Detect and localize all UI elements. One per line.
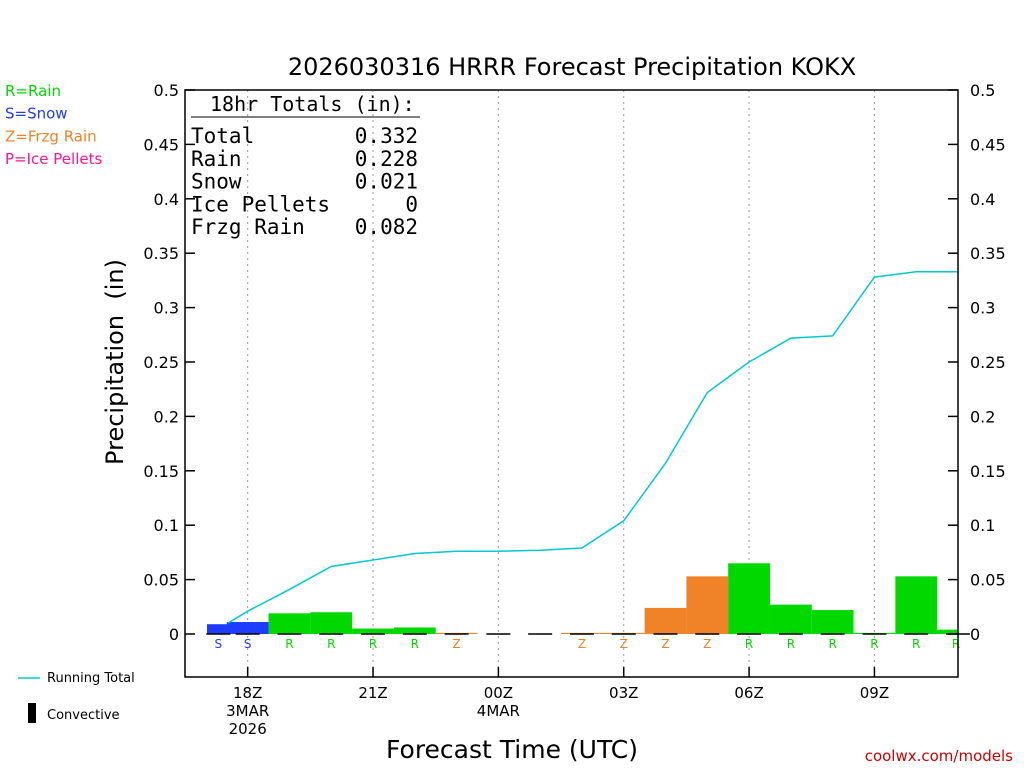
totals-box: 18hr Totals (in): Total 0.332 Rain 0.228 Sno… bbox=[191, 92, 420, 239]
precip-bar bbox=[393, 627, 436, 634]
totals-value: 0.228 bbox=[355, 147, 418, 171]
x-tick-label: 4MAR bbox=[477, 702, 520, 720]
y-tick-label: 0.05 bbox=[143, 571, 179, 590]
y-tick-label: 0 bbox=[970, 625, 980, 644]
y-tick-label: 0.2 bbox=[970, 407, 995, 426]
legend-entry: P=Ice Pellets bbox=[5, 150, 102, 168]
x-tick-label: 3MAR bbox=[226, 702, 269, 720]
totals-label: Rain bbox=[191, 147, 242, 171]
precip-bar bbox=[895, 576, 938, 634]
totals-label: Snow bbox=[191, 170, 242, 194]
totals-value: 0.082 bbox=[355, 215, 418, 239]
precip-bar bbox=[811, 610, 854, 634]
precip-type-code: R bbox=[828, 637, 836, 651]
legend-entry: S=Snow bbox=[5, 105, 68, 123]
chart-title: 2026030316 HRRR Forecast Precipitation K… bbox=[288, 53, 856, 81]
precip-bar bbox=[310, 612, 353, 634]
precip-bar bbox=[207, 624, 240, 634]
precip-type-code: R bbox=[870, 637, 878, 651]
running-total-line bbox=[227, 270, 958, 624]
totals-label: Total bbox=[191, 124, 254, 148]
x-tick-label: 03Z bbox=[609, 684, 638, 702]
precip-bar bbox=[769, 604, 812, 634]
x-tick-label: 2026 bbox=[229, 720, 267, 738]
y-tick-label: 0 bbox=[169, 625, 179, 644]
y-tick-label: 0.1 bbox=[154, 516, 179, 535]
precip-bar bbox=[937, 629, 958, 634]
gridlines bbox=[247, 90, 875, 677]
y-axis-left: 0 0.05 0.1 0.15 0.2 0.25 0.3 0.35 0.4 0.45 0.5 bbox=[143, 81, 195, 644]
totals-value: 0.021 bbox=[355, 170, 418, 194]
y-tick-label: 0.15 bbox=[143, 462, 179, 481]
y-tick-label: 0.4 bbox=[970, 190, 995, 209]
y-tick-label: 0.5 bbox=[154, 81, 179, 100]
totals-label: Ice Pellets bbox=[191, 192, 330, 216]
bars-layer bbox=[207, 563, 958, 634]
y-tick-label: 0.3 bbox=[154, 299, 179, 318]
precip-type-code: Z bbox=[620, 637, 628, 651]
y-tick-label: 0.25 bbox=[143, 353, 179, 372]
totals-value: 0 bbox=[405, 192, 418, 216]
precip-type-code: R bbox=[285, 637, 293, 651]
y-tick-label: 0.1 bbox=[970, 516, 995, 535]
precip-type-legend: R=Rain S=Snow Z=Frzg Rain P=Ice Pellets bbox=[5, 82, 102, 168]
precip-bar bbox=[226, 622, 269, 634]
y-tick-label: 0.25 bbox=[970, 353, 1006, 372]
precip-bar bbox=[268, 613, 311, 634]
precip-bar bbox=[728, 563, 770, 634]
precip-type-code: S bbox=[244, 637, 252, 651]
precip-type-code: R bbox=[369, 637, 377, 651]
x-tick-label: 09Z bbox=[860, 684, 889, 702]
precip-type-code: R bbox=[411, 637, 419, 651]
totals-header: 18hr Totals (in): bbox=[210, 92, 415, 116]
x-tick-label: 18Z bbox=[233, 684, 262, 702]
y-axis-title: Precipitation (in) bbox=[101, 259, 129, 465]
x-tick-label: 21Z bbox=[358, 684, 387, 702]
y-tick-label: 0.15 bbox=[970, 462, 1006, 481]
precip-type-code: R bbox=[327, 637, 335, 651]
precip-type-code: Z bbox=[452, 637, 460, 651]
precip-bar bbox=[686, 576, 729, 634]
totals-label: Frzg Rain bbox=[191, 215, 305, 239]
precip-type-code: R bbox=[787, 637, 795, 651]
y-tick-label: 0.2 bbox=[154, 407, 179, 426]
precip-type-code: R bbox=[952, 637, 960, 651]
precip-type-code: R bbox=[912, 637, 920, 651]
legend-entry: Z=Frzg Rain bbox=[5, 127, 97, 145]
x-tick-label: 00Z bbox=[484, 684, 513, 702]
precip-type-code: R bbox=[745, 637, 753, 651]
credit-text: coolwx.com/models bbox=[865, 747, 1013, 765]
plot-frame bbox=[184, 89, 959, 678]
precip-type-code: Z bbox=[661, 637, 669, 651]
y-tick-label: 0.3 bbox=[970, 299, 995, 318]
y-tick-label: 0.05 bbox=[970, 571, 1006, 590]
precip-type-code: Z bbox=[703, 637, 711, 651]
x-axis-title: Forecast Time (UTC) bbox=[386, 735, 638, 764]
y-tick-label: 0.35 bbox=[143, 244, 179, 263]
totals-value: 0.332 bbox=[355, 124, 418, 148]
precip-bar bbox=[352, 628, 394, 634]
y-tick-label: 0.5 bbox=[970, 81, 995, 100]
convective-legend-label: Convective bbox=[47, 708, 120, 723]
y-tick-label: 0.45 bbox=[143, 135, 179, 154]
x-tick-label: 06Z bbox=[734, 684, 763, 702]
precip-bar bbox=[644, 607, 687, 634]
totals-rows: Total 0.332 Rain 0.228 Snow 0.021 Ice Pellets 0… bbox=[191, 124, 418, 239]
convective-legend-swatch bbox=[28, 703, 36, 723]
y-tick-label: 0.35 bbox=[970, 244, 1006, 263]
y-tick-label: 0.4 bbox=[154, 190, 179, 209]
y-tick-label: 0.45 bbox=[970, 135, 1006, 154]
precip-type-code: S bbox=[215, 637, 223, 651]
running-total-legend-label: Running Total bbox=[47, 671, 135, 686]
legend-entry: R=Rain bbox=[5, 82, 61, 100]
precip-type-code: Z bbox=[578, 637, 586, 651]
y-axis-right: 0 0.05 0.1 0.15 0.2 0.25 0.3 0.35 0.4 0.45 0.5 bbox=[948, 81, 1006, 644]
